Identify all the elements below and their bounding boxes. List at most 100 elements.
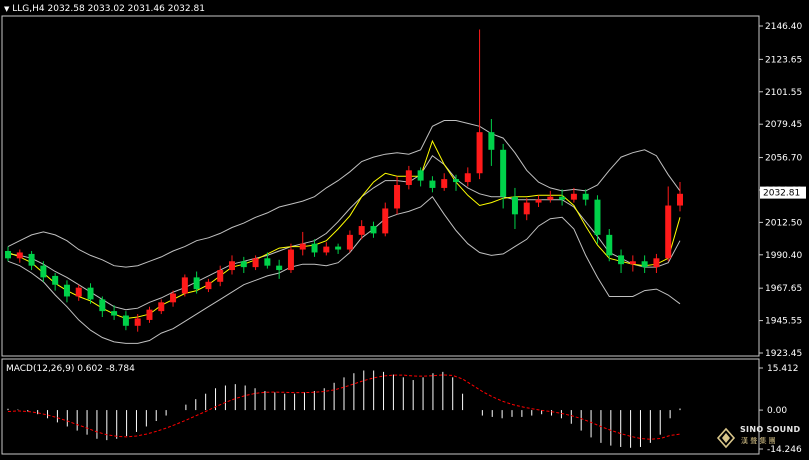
candle-body bbox=[511, 196, 518, 215]
candle-body bbox=[146, 309, 153, 320]
diamond-logo-icon bbox=[716, 427, 736, 449]
candle-body bbox=[429, 180, 436, 188]
candle-body bbox=[276, 265, 283, 271]
candle-body bbox=[217, 270, 224, 282]
candle-body bbox=[394, 184, 401, 209]
candle-body bbox=[287, 249, 294, 271]
candle-body bbox=[264, 258, 271, 266]
triangle-down-icon[interactable]: ▼ bbox=[4, 5, 10, 13]
macd-pane-frame bbox=[1, 358, 760, 455]
candle-body bbox=[5, 250, 11, 259]
candle-body bbox=[582, 193, 589, 200]
price-tick-label: 1967.65 bbox=[765, 284, 802, 294]
candle-body bbox=[405, 170, 412, 185]
fast-ma-line bbox=[7, 139, 681, 320]
candle-body bbox=[559, 196, 566, 200]
macd-tick-label: -14.246 bbox=[767, 445, 802, 455]
candle-body bbox=[417, 170, 424, 181]
candle-body bbox=[323, 246, 330, 253]
candle-body bbox=[111, 311, 118, 316]
candle-body bbox=[665, 205, 672, 259]
symbol-label: LLG,H4 bbox=[12, 4, 45, 14]
main-pane-border bbox=[1, 15, 760, 357]
candle-body bbox=[205, 281, 212, 290]
macd-pane-border bbox=[1, 358, 760, 455]
bollinger-lower-line bbox=[7, 195, 681, 344]
candle-body bbox=[441, 179, 448, 188]
bollinger-bands bbox=[7, 120, 681, 344]
candle-body bbox=[134, 318, 141, 326]
candle-body bbox=[606, 234, 613, 256]
candle-body bbox=[464, 173, 471, 183]
candle-body bbox=[87, 287, 94, 300]
price-tick-label: 2123.65 bbox=[765, 55, 802, 65]
watermark-sub: 漢 聲 集 團 bbox=[741, 437, 776, 445]
candle-body bbox=[382, 208, 389, 234]
candle-body bbox=[629, 261, 636, 265]
candle-body bbox=[252, 258, 259, 268]
candle-body bbox=[99, 299, 106, 312]
candle-body bbox=[16, 252, 23, 259]
candle-body bbox=[523, 202, 530, 215]
symbol-header: ▼ LLG,H4 2032.58 2033.02 2031.46 2032.81 bbox=[4, 4, 205, 14]
candle-body bbox=[63, 284, 70, 297]
candle-body bbox=[158, 302, 165, 312]
bollinger-upper-line bbox=[7, 120, 681, 268]
candle-body bbox=[653, 258, 660, 268]
bollinger-middle-line bbox=[7, 154, 681, 311]
candle-body bbox=[75, 287, 82, 297]
candle-body bbox=[52, 275, 59, 285]
candle-body bbox=[535, 199, 542, 203]
price-tick-label: 2012.50 bbox=[765, 218, 802, 228]
candle-body bbox=[570, 193, 577, 200]
candle-body bbox=[229, 261, 235, 271]
price-tick-label: 1945.55 bbox=[765, 317, 802, 327]
candle-body bbox=[677, 193, 683, 206]
ohlc-readout: 2032.58 2033.02 2031.46 2032.81 bbox=[47, 4, 205, 14]
macd-signal-line bbox=[7, 374, 681, 440]
price-tick-label: 2101.55 bbox=[765, 88, 802, 98]
candle-body bbox=[181, 277, 188, 294]
candle-body bbox=[122, 315, 129, 326]
candle-body bbox=[193, 277, 200, 290]
candle-body bbox=[618, 255, 625, 265]
price-axis: 2146.402123.652101.552079.452056.702034.… bbox=[759, 22, 806, 359]
candle-body bbox=[370, 226, 377, 234]
candle-body bbox=[547, 196, 554, 200]
candle-body bbox=[311, 243, 318, 253]
watermark: SINO SOUND 漢 聲 集 團 bbox=[710, 424, 809, 454]
candle-body bbox=[346, 234, 353, 250]
candle-body bbox=[40, 265, 47, 278]
candle-body bbox=[594, 199, 601, 235]
signal-line bbox=[7, 374, 681, 440]
candle-body bbox=[358, 226, 365, 235]
current-price-label: 2032.81 bbox=[763, 189, 800, 199]
price-tick-label: 1990.40 bbox=[765, 251, 802, 261]
macd-header: MACD(12,26,9) 0.602 -8.784 bbox=[6, 364, 135, 374]
candle-body bbox=[488, 132, 495, 150]
candlestick-series bbox=[5, 29, 683, 332]
candle-body bbox=[500, 149, 507, 197]
macd-axis: 15.412 0.00 -14.246 bbox=[759, 364, 802, 455]
price-tick-label: 1923.45 bbox=[765, 349, 802, 359]
candle-body bbox=[453, 179, 459, 183]
candle-body bbox=[240, 261, 247, 268]
price-tick-label: 2056.70 bbox=[765, 154, 802, 164]
macd-tick-label: 15.412 bbox=[767, 364, 799, 374]
macd-histogram bbox=[7, 370, 681, 448]
price-tick-label: 2079.45 bbox=[765, 120, 802, 130]
candle-body bbox=[335, 246, 342, 250]
main-pane-frame bbox=[1, 15, 760, 357]
price-tick-label: 2146.40 bbox=[765, 22, 802, 32]
candle-body bbox=[170, 293, 177, 303]
candle-body bbox=[476, 132, 483, 174]
candle-body bbox=[28, 253, 35, 266]
macd-label: MACD(12,26,9) 0.602 -8.784 bbox=[6, 364, 135, 374]
macd-tick-label: 0.00 bbox=[767, 406, 787, 416]
candle-body bbox=[641, 261, 648, 268]
current-price-tag bbox=[760, 186, 806, 199]
candle-body bbox=[299, 243, 306, 250]
